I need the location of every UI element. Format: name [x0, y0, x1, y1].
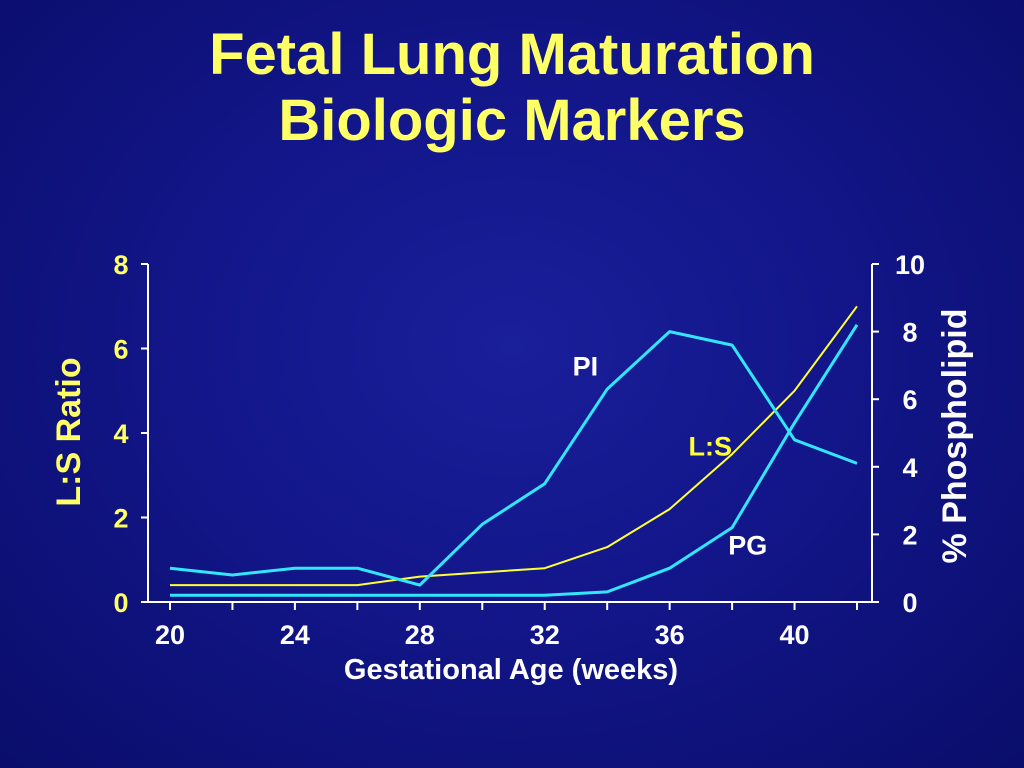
left-y-tick-label: 0: [113, 588, 128, 618]
slide-title: Fetal Lung Maturation Biologic Markers: [0, 22, 1024, 154]
series-label-pg: PG: [728, 531, 767, 561]
left-y-tick-label: 8: [113, 250, 128, 280]
series-line-pg: [170, 323, 859, 597]
x-tick-label: 20: [155, 620, 185, 650]
right-y-axis-title: % Phospholipid: [936, 309, 974, 564]
chart-lines: [169, 305, 859, 597]
left-y-axis-title: L:S Ratio: [50, 357, 88, 506]
left-y-tick-label: 6: [113, 335, 128, 365]
right-y-tick-label: 10: [895, 250, 925, 280]
x-tick-label: 24: [280, 620, 310, 650]
series-label-pi: PI: [573, 351, 599, 381]
title-line-2: Biologic Markers: [278, 88, 746, 153]
chart-labels: L:S PI PG: [573, 351, 768, 560]
title-line-1: Fetal Lung Maturation: [209, 22, 815, 87]
series-line-pi: [169, 330, 858, 587]
x-tick-label: 32: [530, 620, 560, 650]
left-y-tick-label: 2: [113, 504, 128, 534]
right-y-tick-label: 8: [902, 318, 917, 348]
right-y-tick-label: 6: [902, 385, 917, 415]
right-y-tick-label: 0: [902, 588, 917, 618]
x-tick-label: 36: [655, 620, 685, 650]
left-y-tick-label: 4: [113, 419, 128, 449]
right-y-tick-label: 2: [902, 520, 917, 550]
series-label-ls: L:S: [688, 432, 732, 462]
x-axis-title: Gestational Age (weeks): [344, 654, 678, 686]
series-line-ls: [170, 305, 858, 587]
x-tick-label: 28: [405, 620, 435, 650]
x-tick-label: 40: [780, 620, 810, 650]
right-y-tick-label: 4: [902, 453, 917, 483]
